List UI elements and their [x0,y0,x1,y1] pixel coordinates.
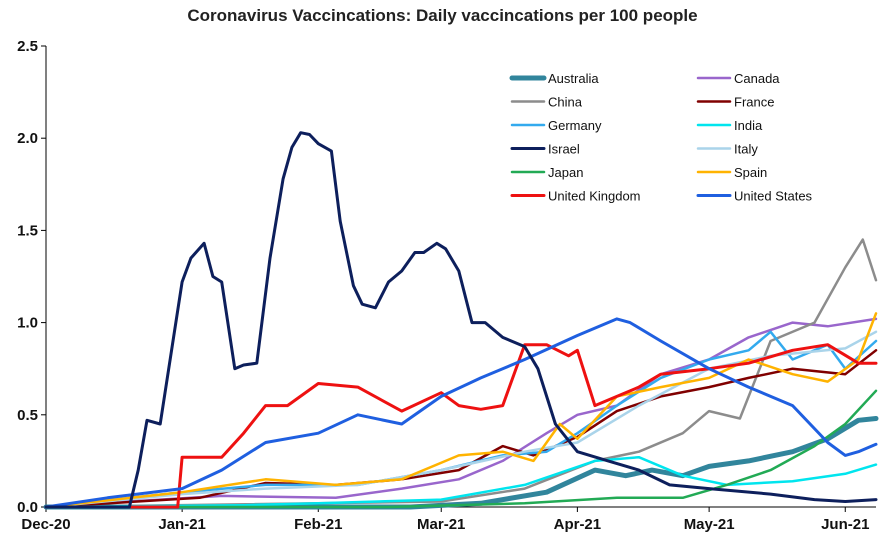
legend-label-israel: Israel [548,142,580,157]
x-tick-label: Feb-21 [294,516,342,533]
y-tick-label: 1.0 [17,315,38,332]
series-line-united-kingdom [44,343,878,509]
legend-label-india: India [734,118,763,133]
legend-label-canada: Canada [734,71,780,86]
x-tick-label: Apr-21 [554,516,602,533]
series-layer [43,131,879,510]
legend-label-france: France [734,95,774,110]
legend-label-united-kingdom: United Kingdom [548,189,641,204]
x-tick-label: Mar-21 [417,516,465,533]
legend-label-united-states: United States [734,189,813,204]
chart-title: Coronavirus Vaccincations: Daily vaccinc… [187,6,698,25]
x-tick-label: Dec-20 [21,516,70,533]
legend-label-germany: Germany [548,118,602,133]
series-line-china [44,238,878,509]
legend-label-spain: Spain [734,165,767,180]
y-tick-label: 0.0 [17,499,38,516]
axes: 0.0 0.5 1.0 1.5 2.0 2.5 Dec-20 Jan-21 Feb-21 Mar-… [17,38,876,533]
legend: Australia Canada China France Germany India Is… [509,71,813,204]
legend-label-japan: Japan [548,165,583,180]
legend-label-italy: Italy [734,142,758,157]
y-tick-label: 1.5 [17,222,38,239]
series-line-india [44,455,878,509]
series-line-united-states [44,317,878,509]
y-tick-label: 2.0 [17,130,38,147]
x-tick-label: Jan-21 [158,516,206,533]
legend-label-china: China [548,95,583,110]
y-tick-label: 2.5 [17,38,38,55]
series-line-canada [44,317,878,509]
x-tick-label: May-21 [684,516,735,533]
y-tick-label: 0.5 [17,407,38,424]
series-line-israel [44,131,878,509]
legend-label-australia: Australia [548,71,599,86]
x-tick-label: Jun-21 [821,516,869,533]
series-line-spain [44,312,878,509]
series-line-japan [44,389,878,509]
